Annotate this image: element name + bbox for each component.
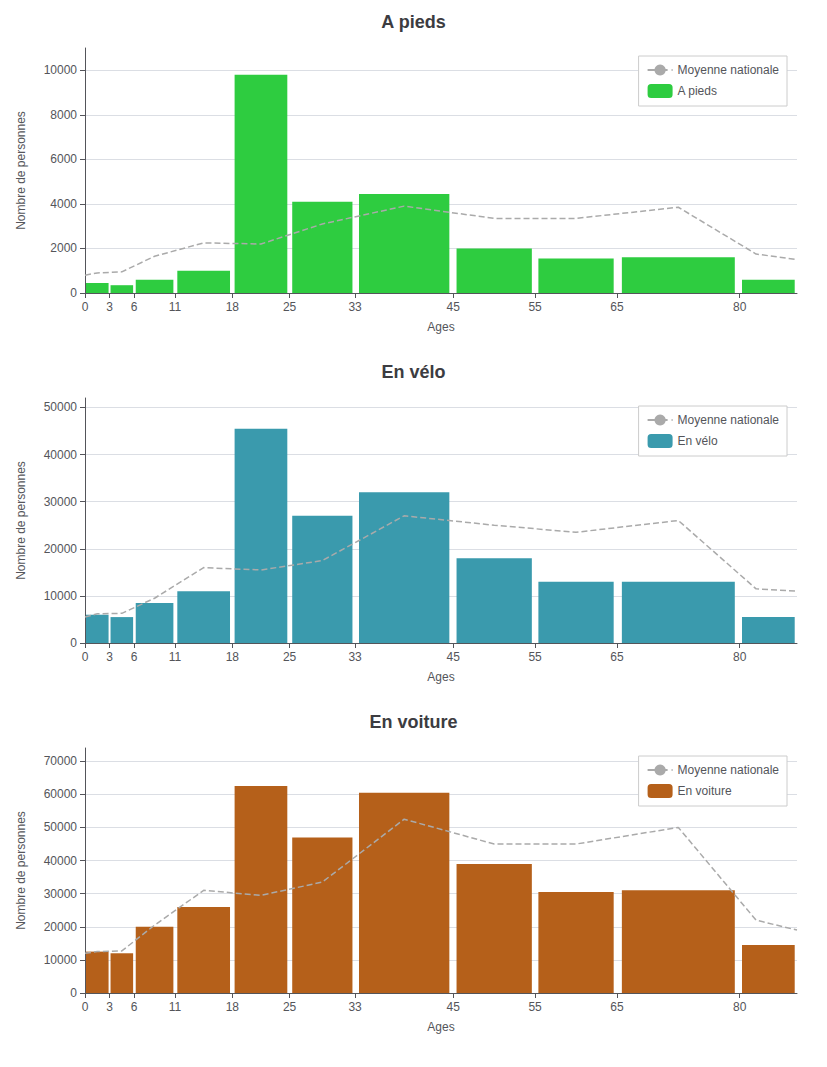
svg-text:20000: 20000 xyxy=(44,920,78,934)
svg-text:25: 25 xyxy=(283,300,297,314)
svg-text:Nombre de personnes: Nombre de personnes xyxy=(14,461,28,580)
svg-text:0: 0 xyxy=(82,1000,89,1014)
svg-text:33: 33 xyxy=(348,1000,362,1014)
svg-text:A pieds: A pieds xyxy=(678,84,717,98)
svg-text:11: 11 xyxy=(169,650,182,664)
svg-text:8000: 8000 xyxy=(50,108,77,122)
svg-text:Ages: Ages xyxy=(427,670,454,684)
svg-text:50000: 50000 xyxy=(44,400,78,414)
svg-text:Moyenne nationale: Moyenne nationale xyxy=(678,63,780,77)
svg-text:60000: 60000 xyxy=(44,787,78,801)
svg-text:Nombre de personnes: Nombre de personnes xyxy=(14,811,28,930)
svg-text:10000: 10000 xyxy=(44,589,78,603)
svg-text:3: 3 xyxy=(106,1000,113,1014)
svg-text:80: 80 xyxy=(733,1000,747,1014)
svg-text:25: 25 xyxy=(283,650,297,664)
svg-text:En voiture: En voiture xyxy=(369,712,457,732)
svg-text:10000: 10000 xyxy=(44,953,78,967)
svg-text:65: 65 xyxy=(610,300,624,314)
svg-text:40000: 40000 xyxy=(44,854,78,868)
svg-text:Ages: Ages xyxy=(427,1020,454,1034)
svg-text:18: 18 xyxy=(226,650,240,664)
svg-text:30000: 30000 xyxy=(44,495,78,509)
svg-text:2000: 2000 xyxy=(50,241,77,255)
svg-text:18: 18 xyxy=(226,300,240,314)
svg-text:En vélo: En vélo xyxy=(678,434,718,448)
svg-text:30000: 30000 xyxy=(44,887,78,901)
svg-text:65: 65 xyxy=(610,1000,624,1014)
svg-text:3: 3 xyxy=(106,300,113,314)
svg-text:0: 0 xyxy=(82,300,89,314)
svg-text:18: 18 xyxy=(226,1000,240,1014)
svg-text:3: 3 xyxy=(106,650,113,664)
svg-text:6: 6 xyxy=(131,650,138,664)
svg-text:25: 25 xyxy=(283,1000,297,1014)
svg-text:0: 0 xyxy=(70,986,77,1000)
svg-text:11: 11 xyxy=(169,300,182,314)
svg-text:Moyenne nationale: Moyenne nationale xyxy=(678,763,780,777)
svg-text:Ages: Ages xyxy=(427,320,454,334)
svg-text:50000: 50000 xyxy=(44,820,78,834)
svg-text:40000: 40000 xyxy=(44,448,78,462)
svg-text:4000: 4000 xyxy=(50,197,77,211)
svg-text:6: 6 xyxy=(131,1000,138,1014)
svg-text:10000: 10000 xyxy=(44,63,78,77)
svg-text:Moyenne nationale: Moyenne nationale xyxy=(678,413,780,427)
svg-text:6000: 6000 xyxy=(50,152,77,166)
svg-text:11: 11 xyxy=(169,1000,182,1014)
svg-text:33: 33 xyxy=(348,650,362,664)
svg-text:6: 6 xyxy=(131,300,138,314)
svg-text:0: 0 xyxy=(70,286,77,300)
svg-text:0: 0 xyxy=(70,636,77,650)
svg-text:45: 45 xyxy=(447,300,461,314)
svg-text:Nombre de personnes: Nombre de personnes xyxy=(14,111,28,230)
svg-text:0: 0 xyxy=(82,650,89,664)
svg-text:En vélo: En vélo xyxy=(381,362,445,382)
svg-text:20000: 20000 xyxy=(44,542,78,556)
svg-text:A pieds: A pieds xyxy=(381,12,445,32)
svg-text:45: 45 xyxy=(447,650,461,664)
svg-text:80: 80 xyxy=(733,650,747,664)
svg-text:80: 80 xyxy=(733,300,747,314)
svg-text:70000: 70000 xyxy=(44,754,78,768)
svg-text:45: 45 xyxy=(447,1000,461,1014)
svg-text:65: 65 xyxy=(610,650,624,664)
svg-text:55: 55 xyxy=(528,650,542,664)
svg-text:55: 55 xyxy=(528,300,542,314)
svg-text:55: 55 xyxy=(528,1000,542,1014)
svg-text:En voiture: En voiture xyxy=(678,784,732,798)
svg-text:33: 33 xyxy=(348,300,362,314)
